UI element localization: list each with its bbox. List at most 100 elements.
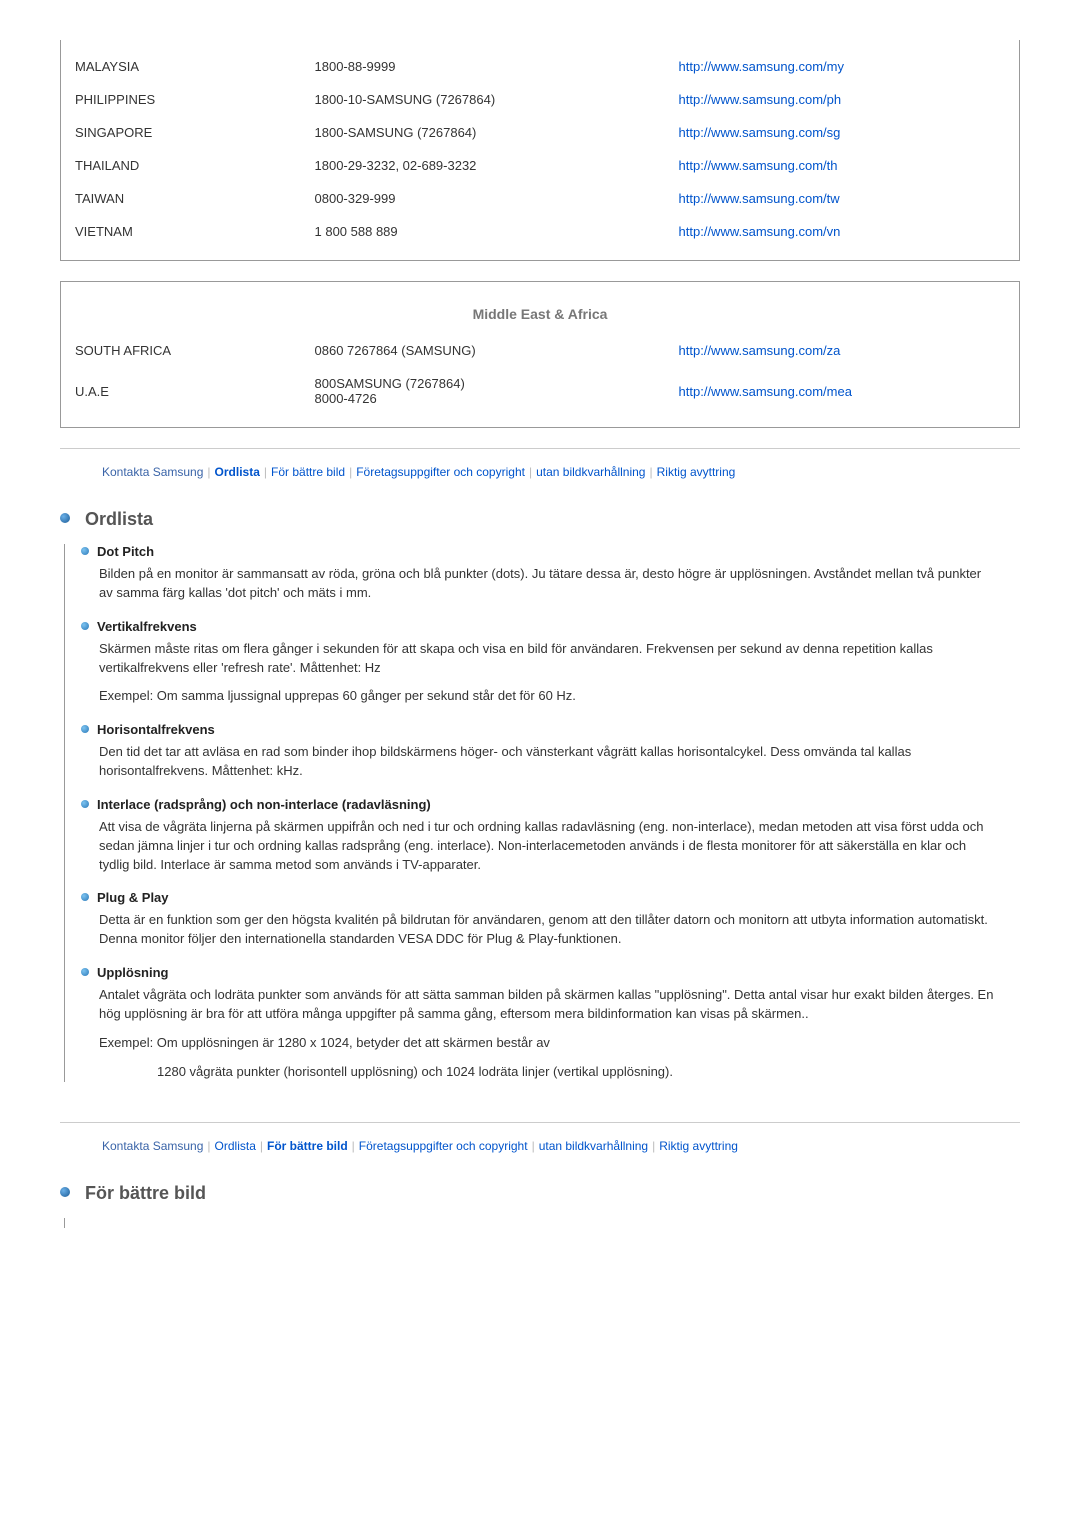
term-title: Plug & Play — [81, 890, 1020, 905]
nav-separator: | — [530, 1139, 537, 1153]
glossary-term: Vertikalfrekvens Skärmen måste ritas om f… — [83, 619, 1020, 707]
bullet-icon — [60, 1187, 70, 1197]
nav-separator: | — [205, 1139, 212, 1153]
bullet-icon — [81, 547, 89, 555]
bullet-icon — [81, 968, 89, 976]
phone-cell: 0800-329-999 — [301, 182, 665, 215]
country-cell: VIETNAM — [61, 215, 301, 248]
nav-link[interactable]: Företagsuppgifter och copyright — [354, 465, 527, 479]
bullet-icon — [81, 893, 89, 901]
nav-link[interactable]: utan bildkvarhållning — [537, 1139, 650, 1153]
term-title-text: Interlace (radsprång) och non-interlace … — [97, 797, 431, 812]
ordlista-heading: Ordlista — [60, 509, 1020, 530]
nav-link[interactable]: Kontakta Samsung — [100, 1139, 205, 1153]
country-cell: TAIWAN — [61, 182, 301, 215]
divider — [60, 448, 1020, 449]
url-cell[interactable]: http://www.samsung.com/sg — [665, 116, 1019, 149]
table-row: VIETNAM1 800 588 889http://www.samsung.c… — [61, 215, 1019, 248]
term-body: Antalet vågräta och lodräta punkter som … — [99, 986, 996, 1081]
table-row: U.A.E800SAMSUNG (7267864)8000-4726http:/… — [61, 367, 1019, 415]
phone-cell: 0860 7267864 (SAMSUNG) — [301, 334, 665, 367]
table-row: PHILIPPINES1800-10-SAMSUNG (7267864)http… — [61, 83, 1019, 116]
nav-link[interactable]: Ordlista — [213, 1139, 258, 1153]
term-title-text: Dot Pitch — [97, 544, 154, 559]
asia-contact-table: MALAYSIA1800-88-9999http://www.samsung.c… — [60, 40, 1020, 261]
term-title-text: Upplösning — [97, 965, 169, 980]
ordlista-title: Ordlista — [85, 509, 153, 529]
nav-separator: | — [647, 465, 654, 479]
url-cell[interactable]: http://www.samsung.com/th — [665, 149, 1019, 182]
term-paragraph: Exempel: Om upplösningen är 1280 x 1024,… — [99, 1034, 996, 1053]
country-cell: SOUTH AFRICA — [61, 334, 301, 367]
term-paragraph: Exempel: Om samma ljussignal upprepas 60… — [99, 687, 996, 706]
section-nav-2: Kontakta Samsung|Ordlista|För bättre bil… — [60, 1131, 1020, 1183]
term-paragraph: Skärmen måste ritas om flera gånger i se… — [99, 640, 996, 678]
url-cell[interactable]: http://www.samsung.com/za — [665, 334, 1019, 367]
nav-link[interactable]: För bättre bild — [269, 465, 347, 479]
url-cell[interactable]: http://www.samsung.com/vn — [665, 215, 1019, 248]
term-body: Skärmen måste ritas om flera gånger i se… — [99, 640, 996, 707]
nav-link[interactable]: Kontakta Samsung — [100, 465, 205, 479]
battre-bild-title: För bättre bild — [85, 1183, 206, 1203]
term-body: Den tid det tar att avläsa en rad som bi… — [99, 743, 996, 781]
battre-bild-section: För bättre bild — [60, 1183, 1020, 1228]
table-row: TAIWAN0800-329-999http://www.samsung.com… — [61, 182, 1019, 215]
nav-link[interactable]: utan bildkvarhållning — [534, 465, 647, 479]
term-title: Horisontalfrekvens — [81, 722, 1020, 737]
phone-cell: 1800-29-3232, 02-689-3232 — [301, 149, 665, 182]
asia-table: MALAYSIA1800-88-9999http://www.samsung.c… — [61, 50, 1019, 248]
bullet-icon — [60, 513, 70, 523]
nav-separator: | — [350, 1139, 357, 1153]
term-body: Bilden på en monitor är sammansatt av rö… — [99, 565, 996, 603]
bullet-icon — [81, 725, 89, 733]
phone-cell: 1800-88-9999 — [301, 50, 665, 83]
glossary-term: Plug & Play Detta är en funktion som ger … — [83, 890, 1020, 949]
term-paragraph: Att visa de vågräta linjerna på skärmen … — [99, 818, 996, 875]
url-cell[interactable]: http://www.samsung.com/tw — [665, 182, 1019, 215]
table-row: THAILAND1800-29-3232, 02-689-3232http://… — [61, 149, 1019, 182]
glossary-term: Dot Pitch Bilden på en monitor är sammans… — [83, 544, 1020, 603]
term-paragraph: Den tid det tar att avläsa en rad som bi… — [99, 743, 996, 781]
nav-separator: | — [258, 1139, 265, 1153]
term-paragraph: Bilden på en monitor är sammansatt av rö… — [99, 565, 996, 603]
glossary-term: Interlace (radsprång) och non-interlace … — [83, 797, 1020, 875]
battre-bild-body — [64, 1218, 1020, 1228]
glossary-term: Upplösning Antalet vågräta och lodräta pu… — [83, 965, 1020, 1081]
url-cell[interactable]: http://www.samsung.com/mea — [665, 367, 1019, 415]
url-cell[interactable]: http://www.samsung.com/my — [665, 50, 1019, 83]
term-paragraph: Detta är en funktion som ger den högsta … — [99, 911, 996, 949]
battre-bild-heading: För bättre bild — [60, 1183, 1020, 1204]
nav-separator: | — [262, 465, 269, 479]
section-nav-1: Kontakta Samsung|Ordlista|För bättre bil… — [60, 457, 1020, 509]
term-title-text: Vertikalfrekvens — [97, 619, 197, 634]
term-title: Interlace (radsprång) och non-interlace … — [81, 797, 1020, 812]
term-title: Vertikalfrekvens — [81, 619, 1020, 634]
term-paragraph: Antalet vågräta och lodräta punkter som … — [99, 986, 996, 1024]
phone-cell: 800SAMSUNG (7267864)8000-4726 — [301, 367, 665, 415]
table-row: SINGAPORE1800-SAMSUNG (7267864)http://ww… — [61, 116, 1019, 149]
country-cell: PHILIPPINES — [61, 83, 301, 116]
term-title-text: Plug & Play — [97, 890, 169, 905]
mea-contact-table: Middle East & Africa SOUTH AFRICA0860 72… — [60, 281, 1020, 428]
ordlista-section: Ordlista Dot Pitch Bilden på en monitor ä… — [60, 509, 1020, 1082]
nav-link[interactable]: Företagsuppgifter och copyright — [357, 1139, 530, 1153]
term-title-text: Horisontalfrekvens — [97, 722, 215, 737]
mea-header: Middle East & Africa — [61, 292, 1019, 334]
country-cell: MALAYSIA — [61, 50, 301, 83]
bullet-icon — [81, 622, 89, 630]
nav-link[interactable]: Riktig avyttring — [657, 1139, 740, 1153]
table-row: SOUTH AFRICA0860 7267864 (SAMSUNG)http:/… — [61, 334, 1019, 367]
term-title: Dot Pitch — [81, 544, 1020, 559]
table-row: MALAYSIA1800-88-9999http://www.samsung.c… — [61, 50, 1019, 83]
mea-table: SOUTH AFRICA0860 7267864 (SAMSUNG)http:/… — [61, 334, 1019, 415]
url-cell[interactable]: http://www.samsung.com/ph — [665, 83, 1019, 116]
term-body: Att visa de vågräta linjerna på skärmen … — [99, 818, 996, 875]
ordlista-body: Dot Pitch Bilden på en monitor är sammans… — [64, 544, 1020, 1082]
nav-link[interactable]: Riktig avyttring — [655, 465, 738, 479]
nav-link[interactable]: Ordlista — [213, 465, 262, 479]
bullet-icon — [81, 800, 89, 808]
country-cell: U.A.E — [61, 367, 301, 415]
glossary-term: Horisontalfrekvens Den tid det tar att av… — [83, 722, 1020, 781]
nav-link[interactable]: För bättre bild — [265, 1139, 350, 1153]
nav-separator: | — [527, 465, 534, 479]
